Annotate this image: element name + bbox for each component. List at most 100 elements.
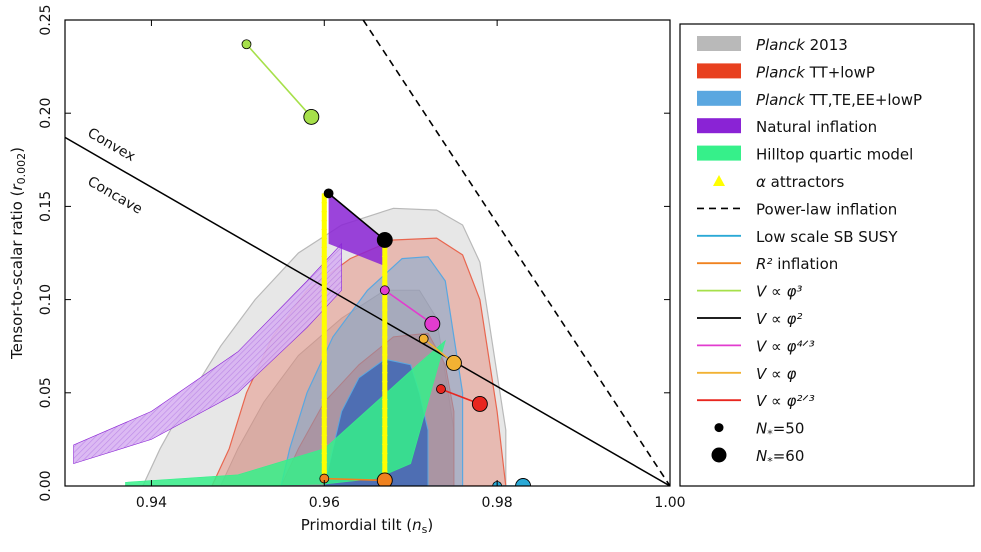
legend-label: Power-law inflation — [756, 200, 897, 218]
axes: 0.94 0.96 0.98 1.00 0.00 0.05 0.10 0.15 0.20 0.25 — [38, 4, 686, 511]
alpha-attractor-marker — [321, 412, 328, 418]
alpha-attractor-marker — [321, 341, 328, 347]
series-3-point-n60 — [445, 355, 462, 371]
alpha-attractor-marker — [381, 377, 388, 383]
legend-label: Low scale SB SUSY — [756, 228, 898, 246]
alpha-attractor-marker — [381, 296, 388, 302]
legend-label-text: attractors — [766, 173, 845, 191]
series-3-point-n50 — [418, 333, 429, 344]
alpha-attractor-marker — [321, 359, 328, 365]
y-tick-label: 0.10 — [38, 284, 54, 315]
alpha-attractor-marker — [381, 466, 388, 472]
legend-small-dot-icon — [714, 423, 724, 433]
legend-item: V ∝ φ³ — [697, 283, 802, 301]
legend-label-italic: Planck — [756, 91, 806, 109]
legend-label-text: Natural inflation — [756, 118, 877, 136]
alpha-attractor-marker — [321, 198, 328, 204]
alpha-attractor-marker — [321, 368, 328, 374]
plot-frame — [64, 19, 671, 487]
alpha-attractor-marker — [381, 395, 388, 401]
legend-label-text: =50 — [773, 420, 805, 438]
legend-item: Planck TT+lowP — [697, 63, 875, 81]
legend-label-italic: R² — [756, 255, 772, 273]
legend-label-italic: V ∝ φ² — [756, 310, 802, 328]
series-1-point-n60 — [376, 232, 393, 248]
alpha-attractor-marker — [381, 457, 388, 463]
legend-label: Natural inflation — [756, 118, 877, 136]
annotation-concave: Concave — [85, 174, 145, 218]
alpha-attractor-marker — [321, 377, 328, 383]
legend-label-italic: V ∝ φ⁴ᐟ³ — [756, 337, 815, 355]
series-4-point-n60 — [471, 396, 488, 412]
y-tick-label: 0.05 — [38, 377, 54, 408]
legend-label: V ∝ φ — [756, 365, 797, 383]
y-tick-label: 0.20 — [38, 98, 54, 129]
alpha-attractor-marker — [381, 359, 388, 365]
legend-swatch — [697, 118, 741, 134]
y-tick-label: 0.25 — [38, 4, 54, 35]
legend-label: N*=50 — [756, 420, 804, 441]
legend-swatch — [697, 145, 741, 161]
series-5-point-n60 — [376, 472, 393, 486]
series-1-point-n50 — [323, 188, 334, 199]
alpha-attractor-marker — [321, 323, 328, 329]
legend-item: Hilltop quartic model — [697, 145, 913, 164]
legend-label: N*=60 — [756, 447, 804, 468]
legend-label: V ∝ φ⁴ᐟ³ — [756, 337, 815, 355]
alpha-attractor-marker — [321, 403, 328, 409]
legend-label-italic: N — [756, 420, 767, 438]
y-tick-label: 0.15 — [38, 191, 54, 222]
legend-label: Planck 2013 — [756, 36, 848, 54]
alpha-attractor-marker — [381, 305, 388, 311]
legend-item: Natural inflation — [697, 118, 877, 136]
alpha-attractor-marker — [381, 439, 388, 445]
alpha-attractor-marker — [381, 341, 388, 347]
legend-label-text: TT+lowP — [805, 63, 875, 81]
alpha-attractor-marker — [321, 395, 328, 401]
series-1-line — [328, 192, 386, 241]
series-0-point-n50 — [241, 39, 252, 50]
convex-concave-line — [65, 136, 670, 486]
series-2-point-n60 — [424, 315, 441, 332]
alpha-attractor-marker — [381, 386, 388, 392]
legend-label: V ∝ φ²ᐟ³ — [756, 392, 815, 410]
alpha-attractor-marker — [321, 269, 328, 275]
alpha-attractor-marker — [381, 260, 388, 266]
alpha-attractor-marker — [321, 296, 328, 302]
alpha-attractor-marker — [321, 350, 328, 356]
x-axis-label: Primordial tilt (ns) — [301, 516, 433, 536]
series-2-point-n50 — [379, 285, 390, 296]
alpha-attractor-marker — [321, 332, 328, 338]
alpha-attractor-marker — [381, 251, 388, 257]
alpha-attractor-marker — [381, 350, 388, 356]
alpha-attractor-marker — [381, 403, 388, 409]
alpha-attractor-marker — [381, 368, 388, 374]
alpha-attractor-marker — [321, 216, 328, 222]
alpha-attractor-marker — [381, 332, 388, 338]
legend-label: V ∝ φ³ — [756, 283, 802, 301]
legend-label-subscript: * — [767, 455, 773, 468]
band-hilltop_quartic — [125, 339, 446, 486]
alpha-attractor-marker — [321, 242, 328, 248]
alpha-attractor-marker — [321, 305, 328, 311]
legend-label-subscript: * — [767, 428, 773, 441]
legend-item: Power-law inflation — [697, 200, 897, 218]
alpha-attractor-marker — [321, 466, 328, 472]
annotation-convex: Convex — [85, 125, 138, 165]
legend-label-italic: α — [756, 173, 766, 191]
legend-label-italic: V ∝ φ³ — [756, 283, 802, 301]
series-2-line — [384, 289, 433, 325]
legend-label: V ∝ φ² — [756, 310, 802, 328]
series-0-line — [245, 43, 312, 118]
alpha-attractor-marker — [381, 323, 388, 329]
x-tick-label: 0.94 — [136, 495, 167, 511]
legend-label-text: Power-law inflation — [756, 200, 897, 218]
y-tick-label: 0.00 — [38, 470, 54, 501]
legend-item: N*=60 — [711, 447, 804, 468]
legend-label: α attractors — [756, 173, 844, 191]
alpha-attractor-marker — [381, 278, 388, 284]
alpha-attractor-marker — [321, 457, 328, 463]
legend-large-dot-icon — [711, 447, 727, 463]
alpha-attractor-marker — [321, 430, 328, 436]
